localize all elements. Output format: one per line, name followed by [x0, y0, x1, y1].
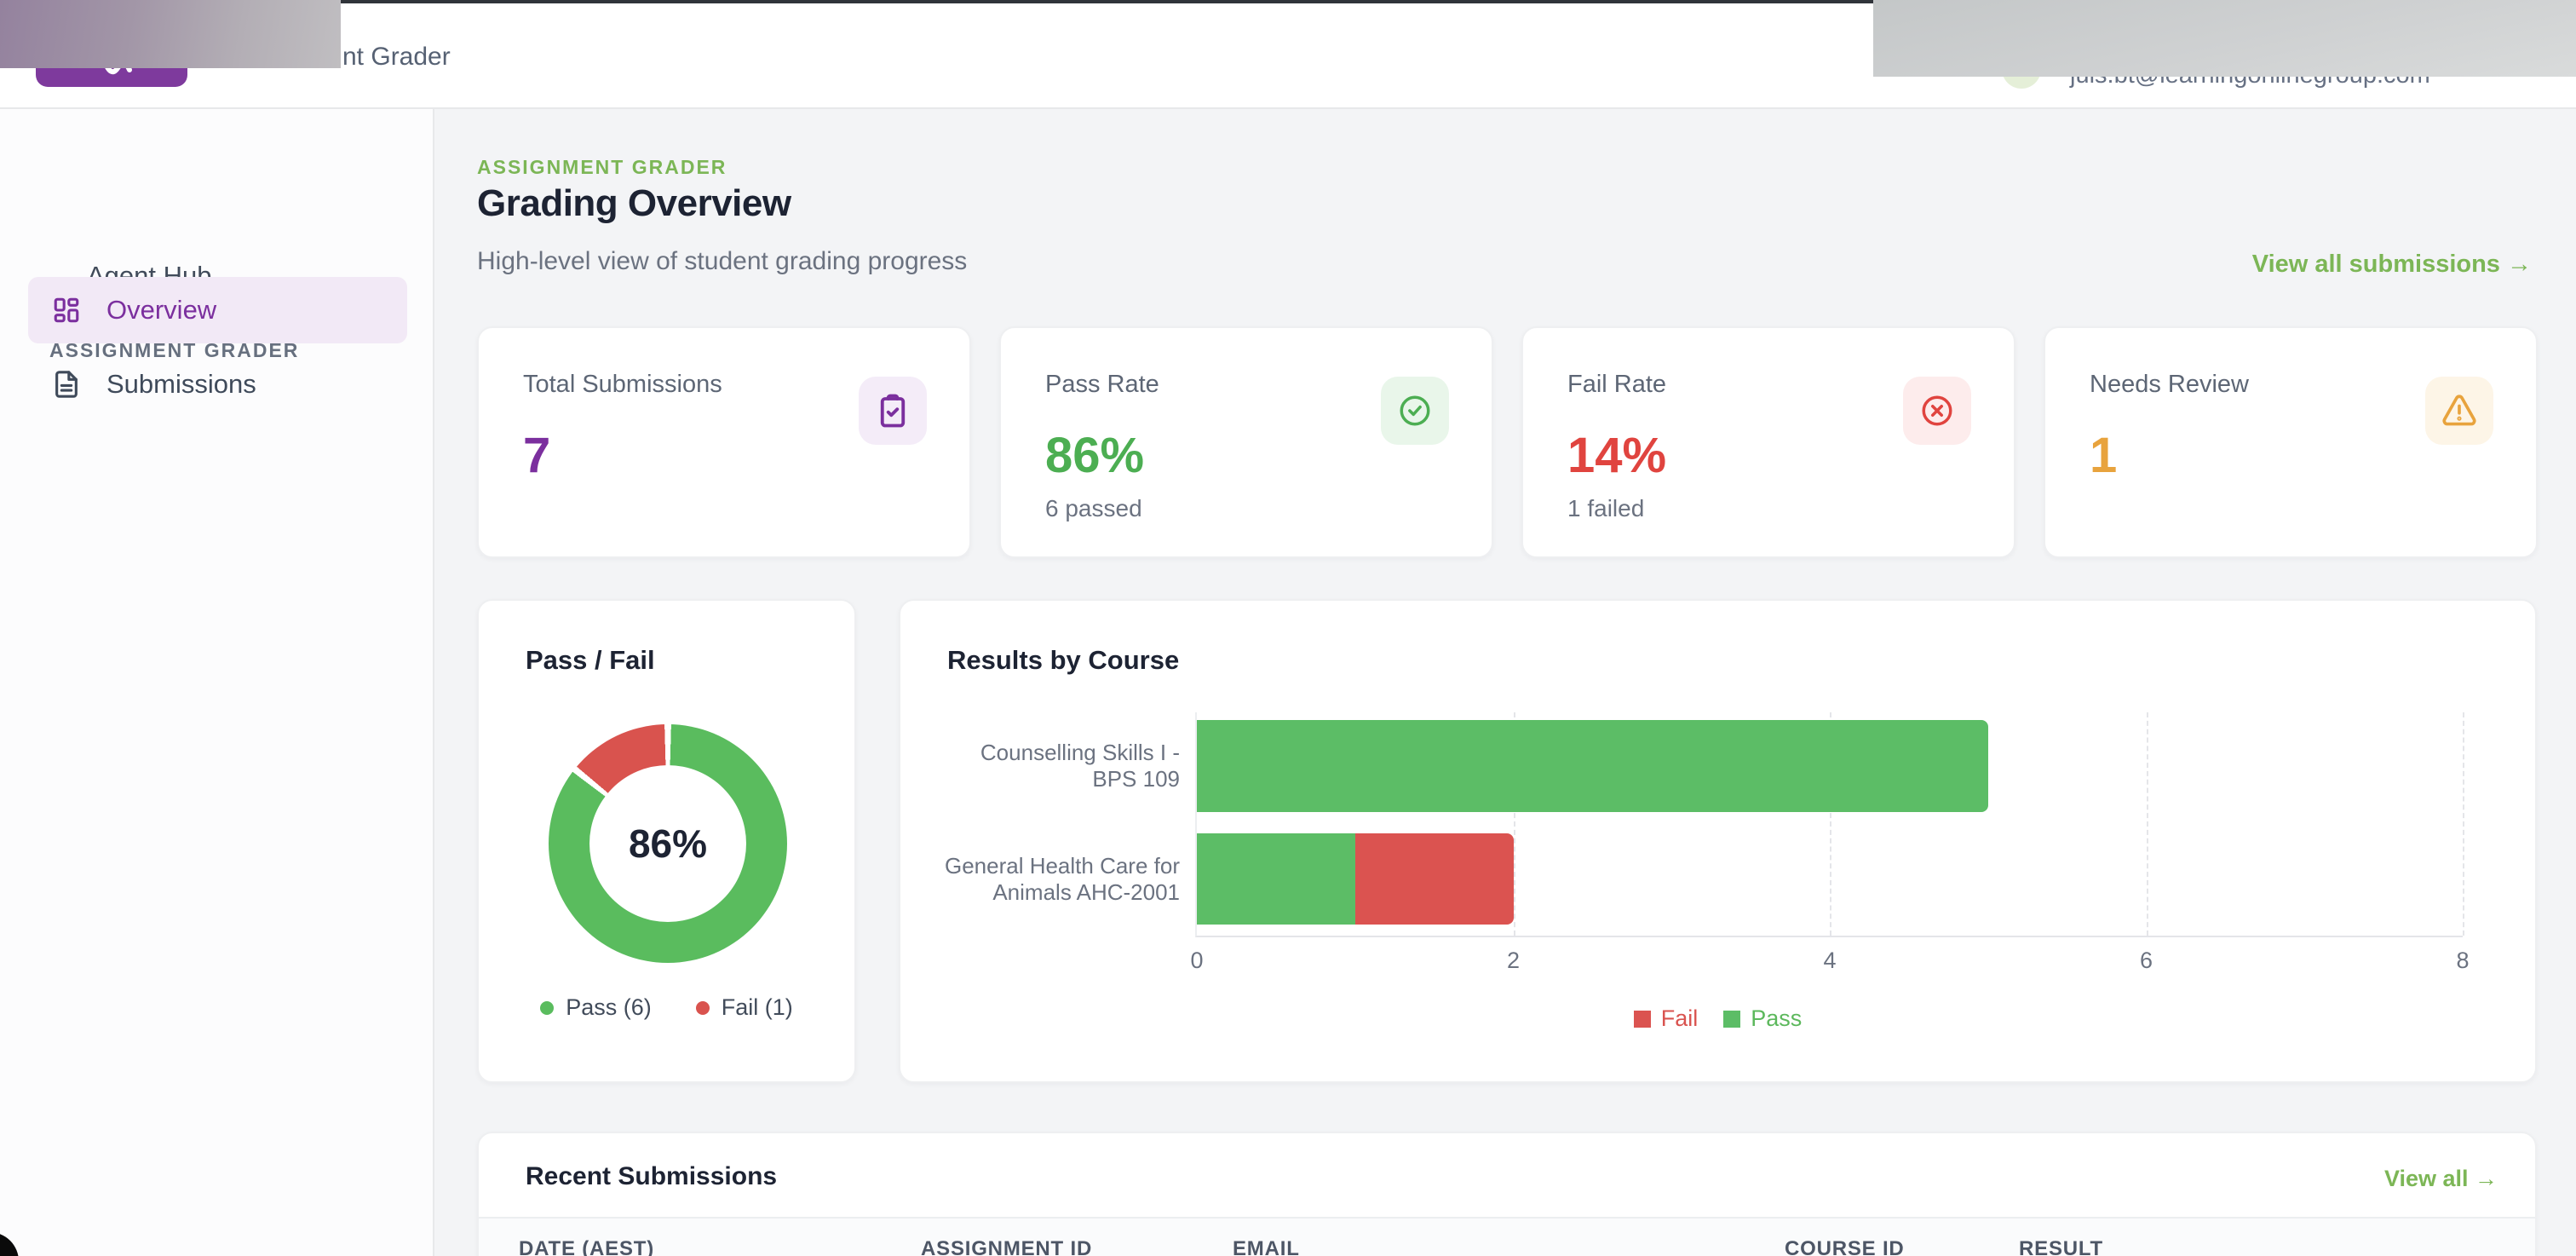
- triangle-alert-icon: [2425, 377, 2493, 445]
- sidebar-item-label: Submissions: [106, 369, 256, 399]
- bar-category-label: General Health Care for Animals AHC-2001: [944, 852, 1180, 905]
- stat-label: Pass Rate: [1045, 371, 1159, 398]
- bar-chart-plot: 0 2 4 6 8: [1190, 712, 2470, 973]
- legend-label: Fail (1): [721, 994, 793, 1020]
- stat-card-total-submissions: Total Submissions 7: [477, 326, 971, 558]
- x-axis-tick: 6: [2139, 948, 2153, 973]
- circle-x-icon: [1903, 377, 1971, 445]
- legend-swatch: [1633, 1010, 1651, 1028]
- stat-value: 7: [523, 428, 551, 483]
- stat-label: Fail Rate: [1567, 371, 1667, 398]
- legend-dot: [695, 1000, 710, 1015]
- gridline: [2463, 712, 2464, 936]
- legend-item: Pass: [1723, 1005, 1802, 1032]
- donut-legend: Pass (6) Fail (1): [479, 994, 854, 1021]
- results-by-course-card: Results by Course: [899, 599, 2537, 1083]
- sidebar: ← Agent Hub ASSIGNMENT GRADER Overview S…: [0, 109, 434, 1256]
- window-top-edge: [341, 0, 1874, 3]
- divider: [479, 1217, 2535, 1219]
- recent-submissions-title: Recent Submissions: [526, 1162, 778, 1190]
- bar-row: [1197, 833, 2463, 925]
- stat-label: Needs Review: [2090, 371, 2249, 398]
- stat-card-fail-rate: Fail Rate 14% 1 failed: [1521, 326, 2015, 558]
- donut-card-title: Pass / Fail: [526, 645, 655, 675]
- legend-item: Fail (1): [695, 994, 793, 1021]
- column-header-result: RESULT: [2019, 1237, 2104, 1256]
- x-axis-tick: 4: [1823, 948, 1837, 973]
- bar-row: [1197, 720, 2463, 812]
- circle-check-icon: [1381, 377, 1449, 445]
- stat-value: 1: [2090, 428, 2118, 483]
- page-subtitle: High-level view of student grading progr…: [477, 247, 968, 275]
- bar-card-title: Results by Course: [947, 645, 1180, 675]
- x-axis-tick: 8: [2456, 948, 2470, 973]
- stat-subtext: 6 passed: [1045, 495, 1142, 521]
- bar-category-label: Counselling Skills I - BPS 109: [980, 740, 1180, 792]
- stat-card-needs-review: Needs Review 1: [2044, 326, 2538, 558]
- recent-submissions-card: Recent Submissions View all → DATE (AEST…: [477, 1132, 2537, 1256]
- legend-label: Pass: [1751, 1005, 1803, 1031]
- column-header-date: DATE (AEST): [519, 1237, 655, 1256]
- clipboard-check-icon: [859, 377, 927, 445]
- gridline: [2146, 712, 2148, 936]
- page-eyebrow: ASSIGNMENT GRADER: [477, 156, 727, 178]
- bar-segment-fail: [1354, 833, 1514, 925]
- stat-value: 86%: [1045, 428, 1145, 483]
- legend-dot: [540, 1000, 555, 1015]
- bar-category-labels: Counselling Skills I - BPS 109 General Hea…: [899, 712, 1180, 937]
- donut-center-label: 86%: [628, 821, 708, 866]
- blur-overlay-right: [1873, 0, 2576, 77]
- pass-fail-card: Pass / Fail 86% Pass (6) Fail (1): [477, 599, 856, 1083]
- stat-value: 14%: [1567, 428, 1667, 483]
- pass-fail-donut-chart: 86%: [549, 724, 787, 963]
- dashboard-icon: [54, 297, 79, 323]
- donut-center: 86%: [589, 765, 746, 922]
- stat-label: Total Submissions: [523, 371, 722, 398]
- app-brand-text: nt Grader: [342, 43, 451, 71]
- bar-segment-pass: [1197, 833, 1355, 925]
- view-all-submissions-link[interactable]: View all submissions →: [2251, 251, 2532, 278]
- sidebar-item-submissions[interactable]: Submissions: [28, 351, 407, 418]
- gridline: [1513, 712, 1515, 936]
- column-header-assignment-id: ASSIGNMENT ID: [921, 1237, 1093, 1256]
- stat-card-pass-rate: Pass Rate 86% 6 passed: [999, 326, 1493, 558]
- legend-item: Fail: [1633, 1005, 1699, 1032]
- x-axis-tick: 0: [1190, 948, 1204, 973]
- column-header-email: EMAIL: [1233, 1237, 1300, 1256]
- bar-chart-legend: Fail Pass: [899, 1005, 2537, 1032]
- x-axis-tick: 2: [1506, 948, 1521, 973]
- gridline: [1830, 712, 1831, 936]
- legend-item: Pass (6): [540, 994, 652, 1021]
- bar-segment-pass: [1197, 720, 1988, 812]
- view-all-link[interactable]: View all →: [2383, 1166, 2498, 1191]
- table-header-row: DATE (AEST) ASSIGNMENT ID EMAIL COURSE I…: [479, 1219, 2535, 1256]
- legend-label: Pass (6): [566, 994, 652, 1020]
- document-icon: [55, 371, 78, 398]
- sidebar-item-label: Overview: [106, 295, 217, 325]
- blur-overlay-left: [0, 0, 341, 68]
- page-title: Grading Overview: [477, 182, 791, 224]
- legend-label: Fail: [1660, 1005, 1699, 1031]
- sidebar-item-overview[interactable]: Overview: [28, 277, 407, 343]
- legend-swatch: [1723, 1010, 1741, 1028]
- stat-subtext: 1 failed: [1567, 495, 1645, 521]
- column-header-course-id: COURSE ID: [1785, 1237, 1905, 1256]
